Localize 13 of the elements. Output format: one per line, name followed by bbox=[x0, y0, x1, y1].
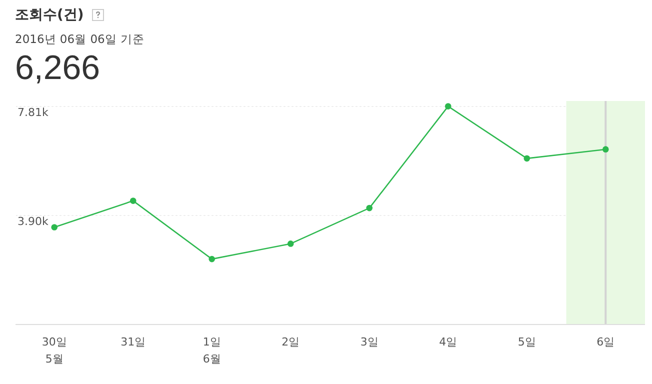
x-tick-label: 31일 bbox=[120, 336, 146, 348]
x-tick-label: 5일 bbox=[518, 336, 536, 348]
x-tick-label: 6일 bbox=[596, 336, 615, 348]
x-tick-label: 1일 6월 bbox=[202, 336, 221, 366]
x-tick-label: 4일 bbox=[439, 336, 458, 348]
y-tick-label: 7.81k bbox=[18, 106, 49, 119]
x-tick-label: 3일 bbox=[360, 336, 378, 348]
y-tick-label: 3.90k bbox=[18, 214, 49, 228]
text: 6,266 bbox=[15, 49, 102, 88]
chart-subtitle: 2016년 06월 06일 기준 bbox=[15, 32, 144, 47]
chart-title: 조회수(건) bbox=[15, 6, 84, 24]
x-tick-label: 30일 5월 bbox=[42, 336, 67, 366]
x-tick-label: 2일 bbox=[282, 336, 300, 348]
